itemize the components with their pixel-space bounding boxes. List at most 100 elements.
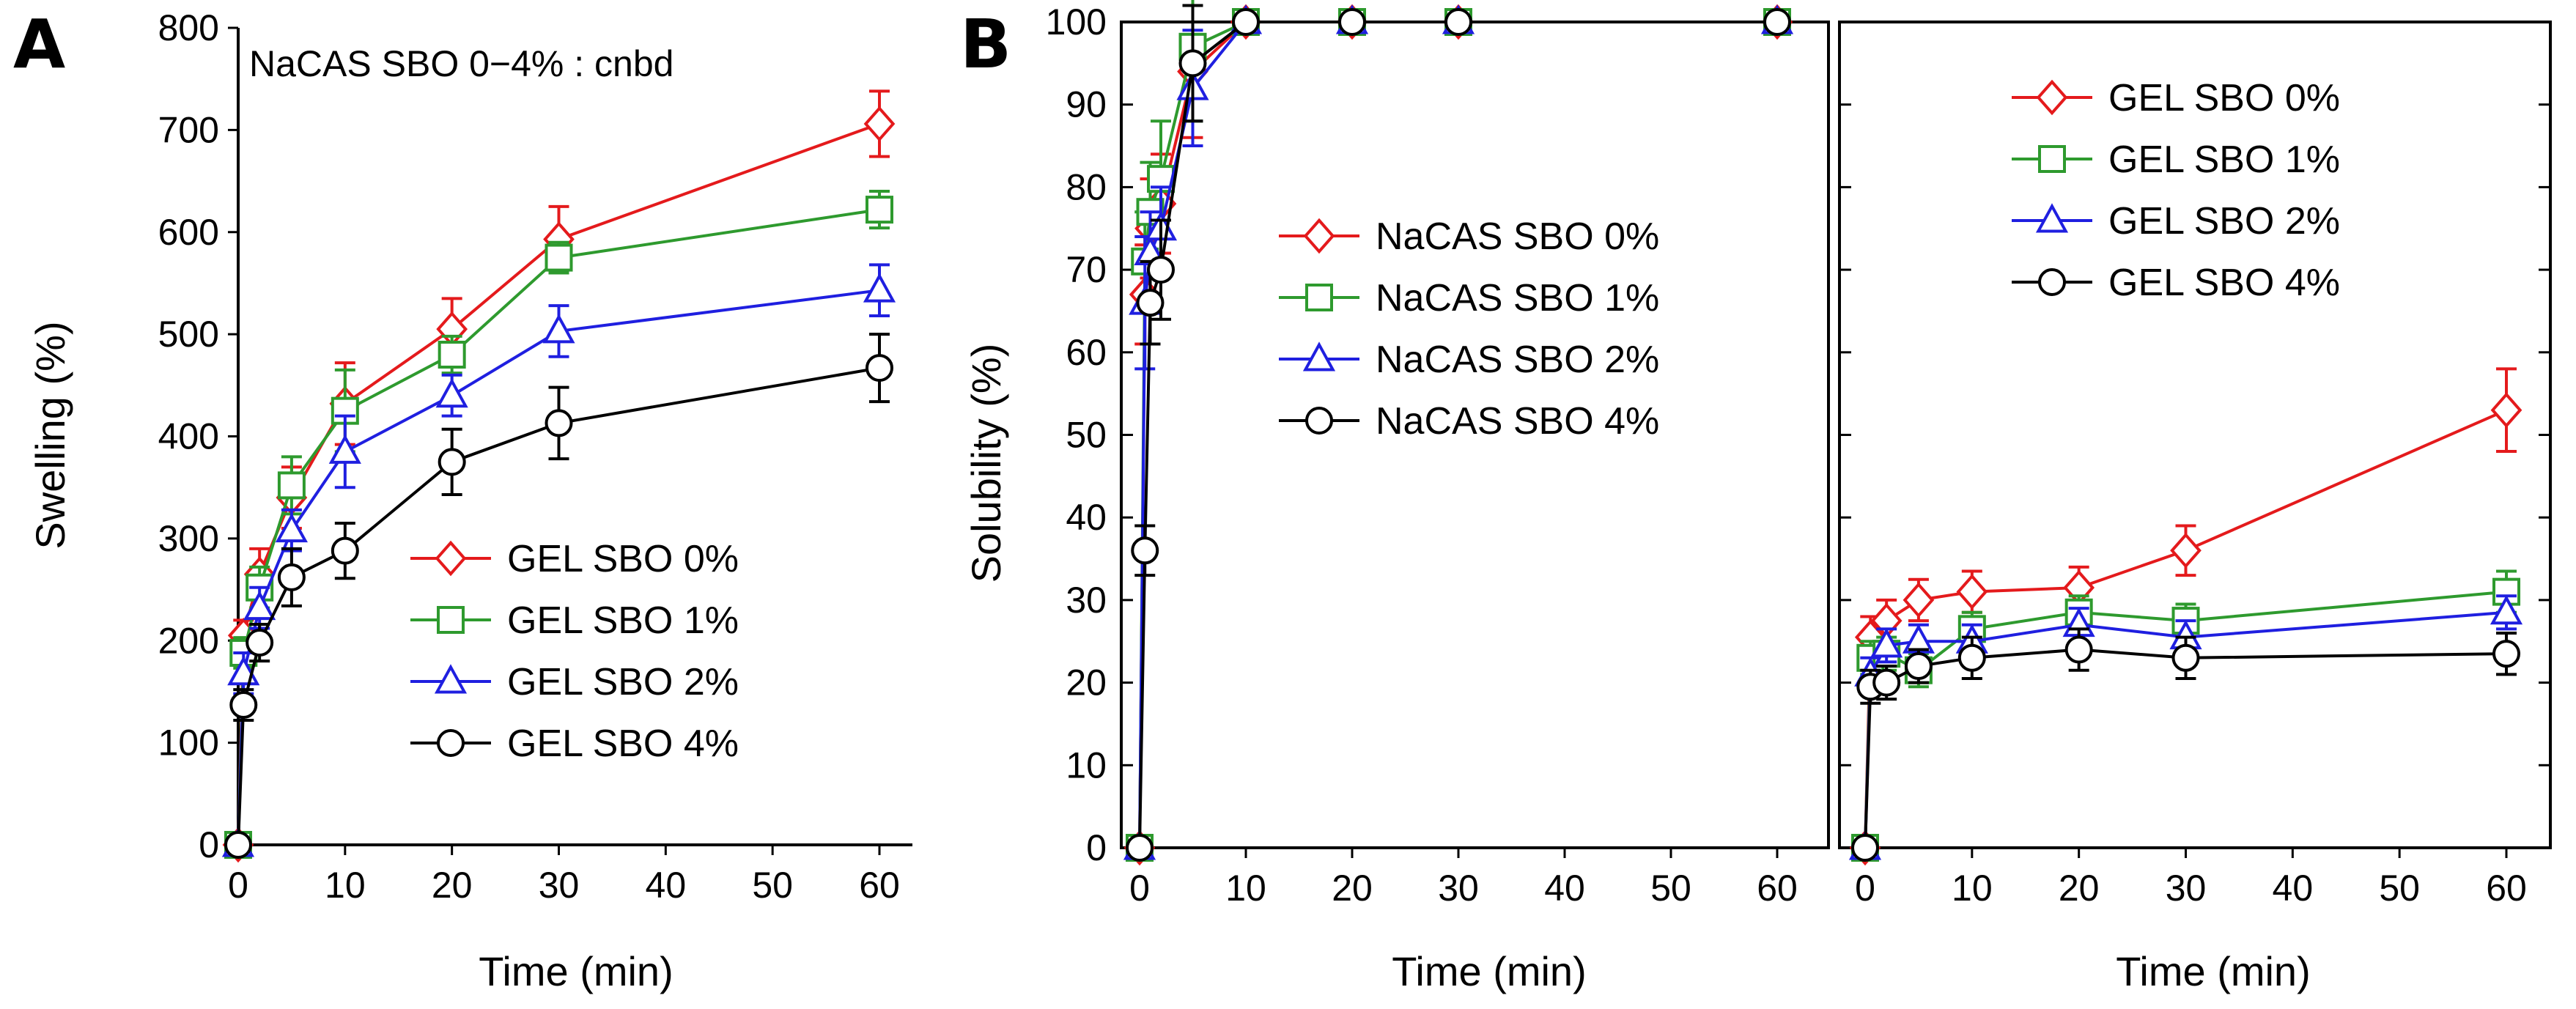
y-tick-label: 0 [1086, 827, 1107, 868]
y-tick-label: 600 [158, 212, 219, 253]
solubility-gel-legend: GEL SBO 0% GEL SBO 1% GEL SBO 2% GEL SBO 4% [2012, 77, 2340, 304]
x-tick-label: 0 [1129, 868, 1150, 909]
x-tick-label: 50 [1650, 868, 1691, 909]
legend-marker [1303, 218, 1335, 254]
legend-marker [434, 664, 468, 694]
data-point [1136, 289, 1165, 317]
x-tick-label: 20 [1332, 868, 1373, 909]
legend-marker [437, 606, 465, 634]
y-tick-label: 0 [199, 824, 219, 865]
legend-marker [2038, 145, 2066, 173]
y-tick-label: 500 [158, 314, 219, 355]
legend-label: GEL SBO 2% [507, 661, 739, 703]
y-tick-label: 50 [1066, 415, 1107, 456]
data-point [863, 273, 896, 303]
data-point [863, 106, 896, 142]
legend-marker [2036, 79, 2068, 116]
y-tick-label: 30 [1066, 580, 1107, 621]
data-point [1957, 643, 1986, 672]
swelling-x-axis-title: Time (min) [479, 948, 673, 994]
legend-label: NaCAS SBO 1% [1376, 277, 1659, 319]
y-tick-label: 700 [158, 109, 219, 150]
x-tick-label: 20 [2059, 868, 2100, 909]
data-point [328, 434, 361, 464]
x-tick-label: 50 [752, 865, 793, 906]
y-tick-label: 90 [1066, 84, 1107, 125]
legend-marker [435, 540, 467, 577]
data-point [545, 409, 573, 437]
x-tick-label: 20 [432, 865, 473, 906]
series-gel-sbo-1pct [1851, 569, 2520, 862]
data-point [224, 831, 252, 859]
x-tick-label: 40 [1544, 868, 1585, 909]
data-point [866, 196, 893, 224]
legend-marker [1302, 341, 1336, 372]
data-point [1178, 49, 1207, 78]
x-tick-label: 0 [228, 865, 248, 906]
data-point [1904, 652, 1933, 681]
legend-label: GEL SBO 0% [2108, 77, 2340, 119]
legend-marker [1305, 407, 1333, 435]
data-point [277, 471, 306, 500]
y-tick-label: 20 [1066, 662, 1107, 703]
data-point [438, 341, 466, 369]
data-point [1131, 536, 1159, 565]
y-tick-label: 200 [158, 620, 219, 661]
legend-label: GEL SBO 1% [2108, 138, 2340, 181]
y-tick-label: 300 [158, 518, 219, 559]
legend-label: GEL SBO 1% [507, 599, 739, 642]
data-point [438, 448, 466, 476]
data-point [1870, 628, 1903, 658]
solubility-nacas-chart: 0 10 20 30 40 50 60 70 80 90 100 0 10 20 30 40 50 60 NaCA… [963, 0, 1830, 994]
y-tick-label: 400 [158, 416, 219, 457]
data-point [2170, 533, 2202, 569]
y-tick-label: 80 [1066, 166, 1107, 207]
x-tick-label: 60 [2486, 868, 2527, 909]
data-point [1126, 834, 1154, 862]
y-tick-label: 10 [1066, 744, 1107, 786]
data-point [331, 536, 359, 565]
x-tick-label: 30 [2166, 868, 2207, 909]
data-point [545, 243, 573, 272]
series-gel-sbo-2pct [1848, 594, 2523, 860]
x-tick-label: 10 [325, 865, 366, 906]
legend-marker [2038, 268, 2066, 296]
y-tick-label: 40 [1066, 497, 1107, 538]
series-gel-sbo-4pct [224, 333, 893, 859]
data-point [1338, 8, 1366, 36]
legend-label: NaCAS SBO 0% [1376, 215, 1659, 258]
series-gel-sbo-4pct [1851, 627, 2520, 862]
x-tick-label: 10 [1952, 868, 1993, 909]
x-tick-label: 60 [1757, 868, 1798, 909]
y-tick-label: 60 [1066, 332, 1107, 373]
x-tick-label: 60 [859, 865, 900, 906]
data-point [542, 314, 575, 344]
data-point [2490, 392, 2523, 428]
x-tick-label: 50 [2379, 868, 2420, 909]
data-point [1872, 668, 1901, 697]
swelling-chart: 0 100 200 300 400 500 600 700 800 0 10 20 30 40 50 60 G… [27, 7, 912, 994]
legend-marker [1305, 284, 1333, 311]
x-tick-label: 30 [539, 865, 580, 906]
y-tick-label: 100 [158, 722, 219, 764]
y-tick-label: 70 [1066, 249, 1107, 290]
x-tick-label: 0 [1855, 868, 1875, 909]
data-point [275, 513, 308, 543]
data-point [1147, 256, 1175, 284]
solubility-nacas-x-axis-title: Time (min) [1392, 948, 1586, 994]
legend-label: GEL SBO 4% [507, 722, 739, 765]
solubility-y-axis-title: Solubility (%) [963, 344, 1009, 583]
series-nacas-sbo-4pct [1126, 4, 1791, 862]
x-tick-label: 40 [2273, 868, 2314, 909]
x-tick-label: 30 [1438, 868, 1479, 909]
data-point [229, 691, 258, 720]
data-point [1232, 8, 1260, 36]
panel-letter-b: B [960, 5, 1011, 84]
data-point [2064, 635, 2093, 664]
solubility-gel-x-axis-title: Time (min) [2116, 948, 2310, 994]
data-point [1903, 582, 1935, 618]
y-tick-label: 800 [158, 7, 219, 48]
data-point [243, 590, 276, 621]
x-tick-label: 40 [646, 865, 687, 906]
legend-label: GEL SBO 0% [507, 538, 739, 580]
